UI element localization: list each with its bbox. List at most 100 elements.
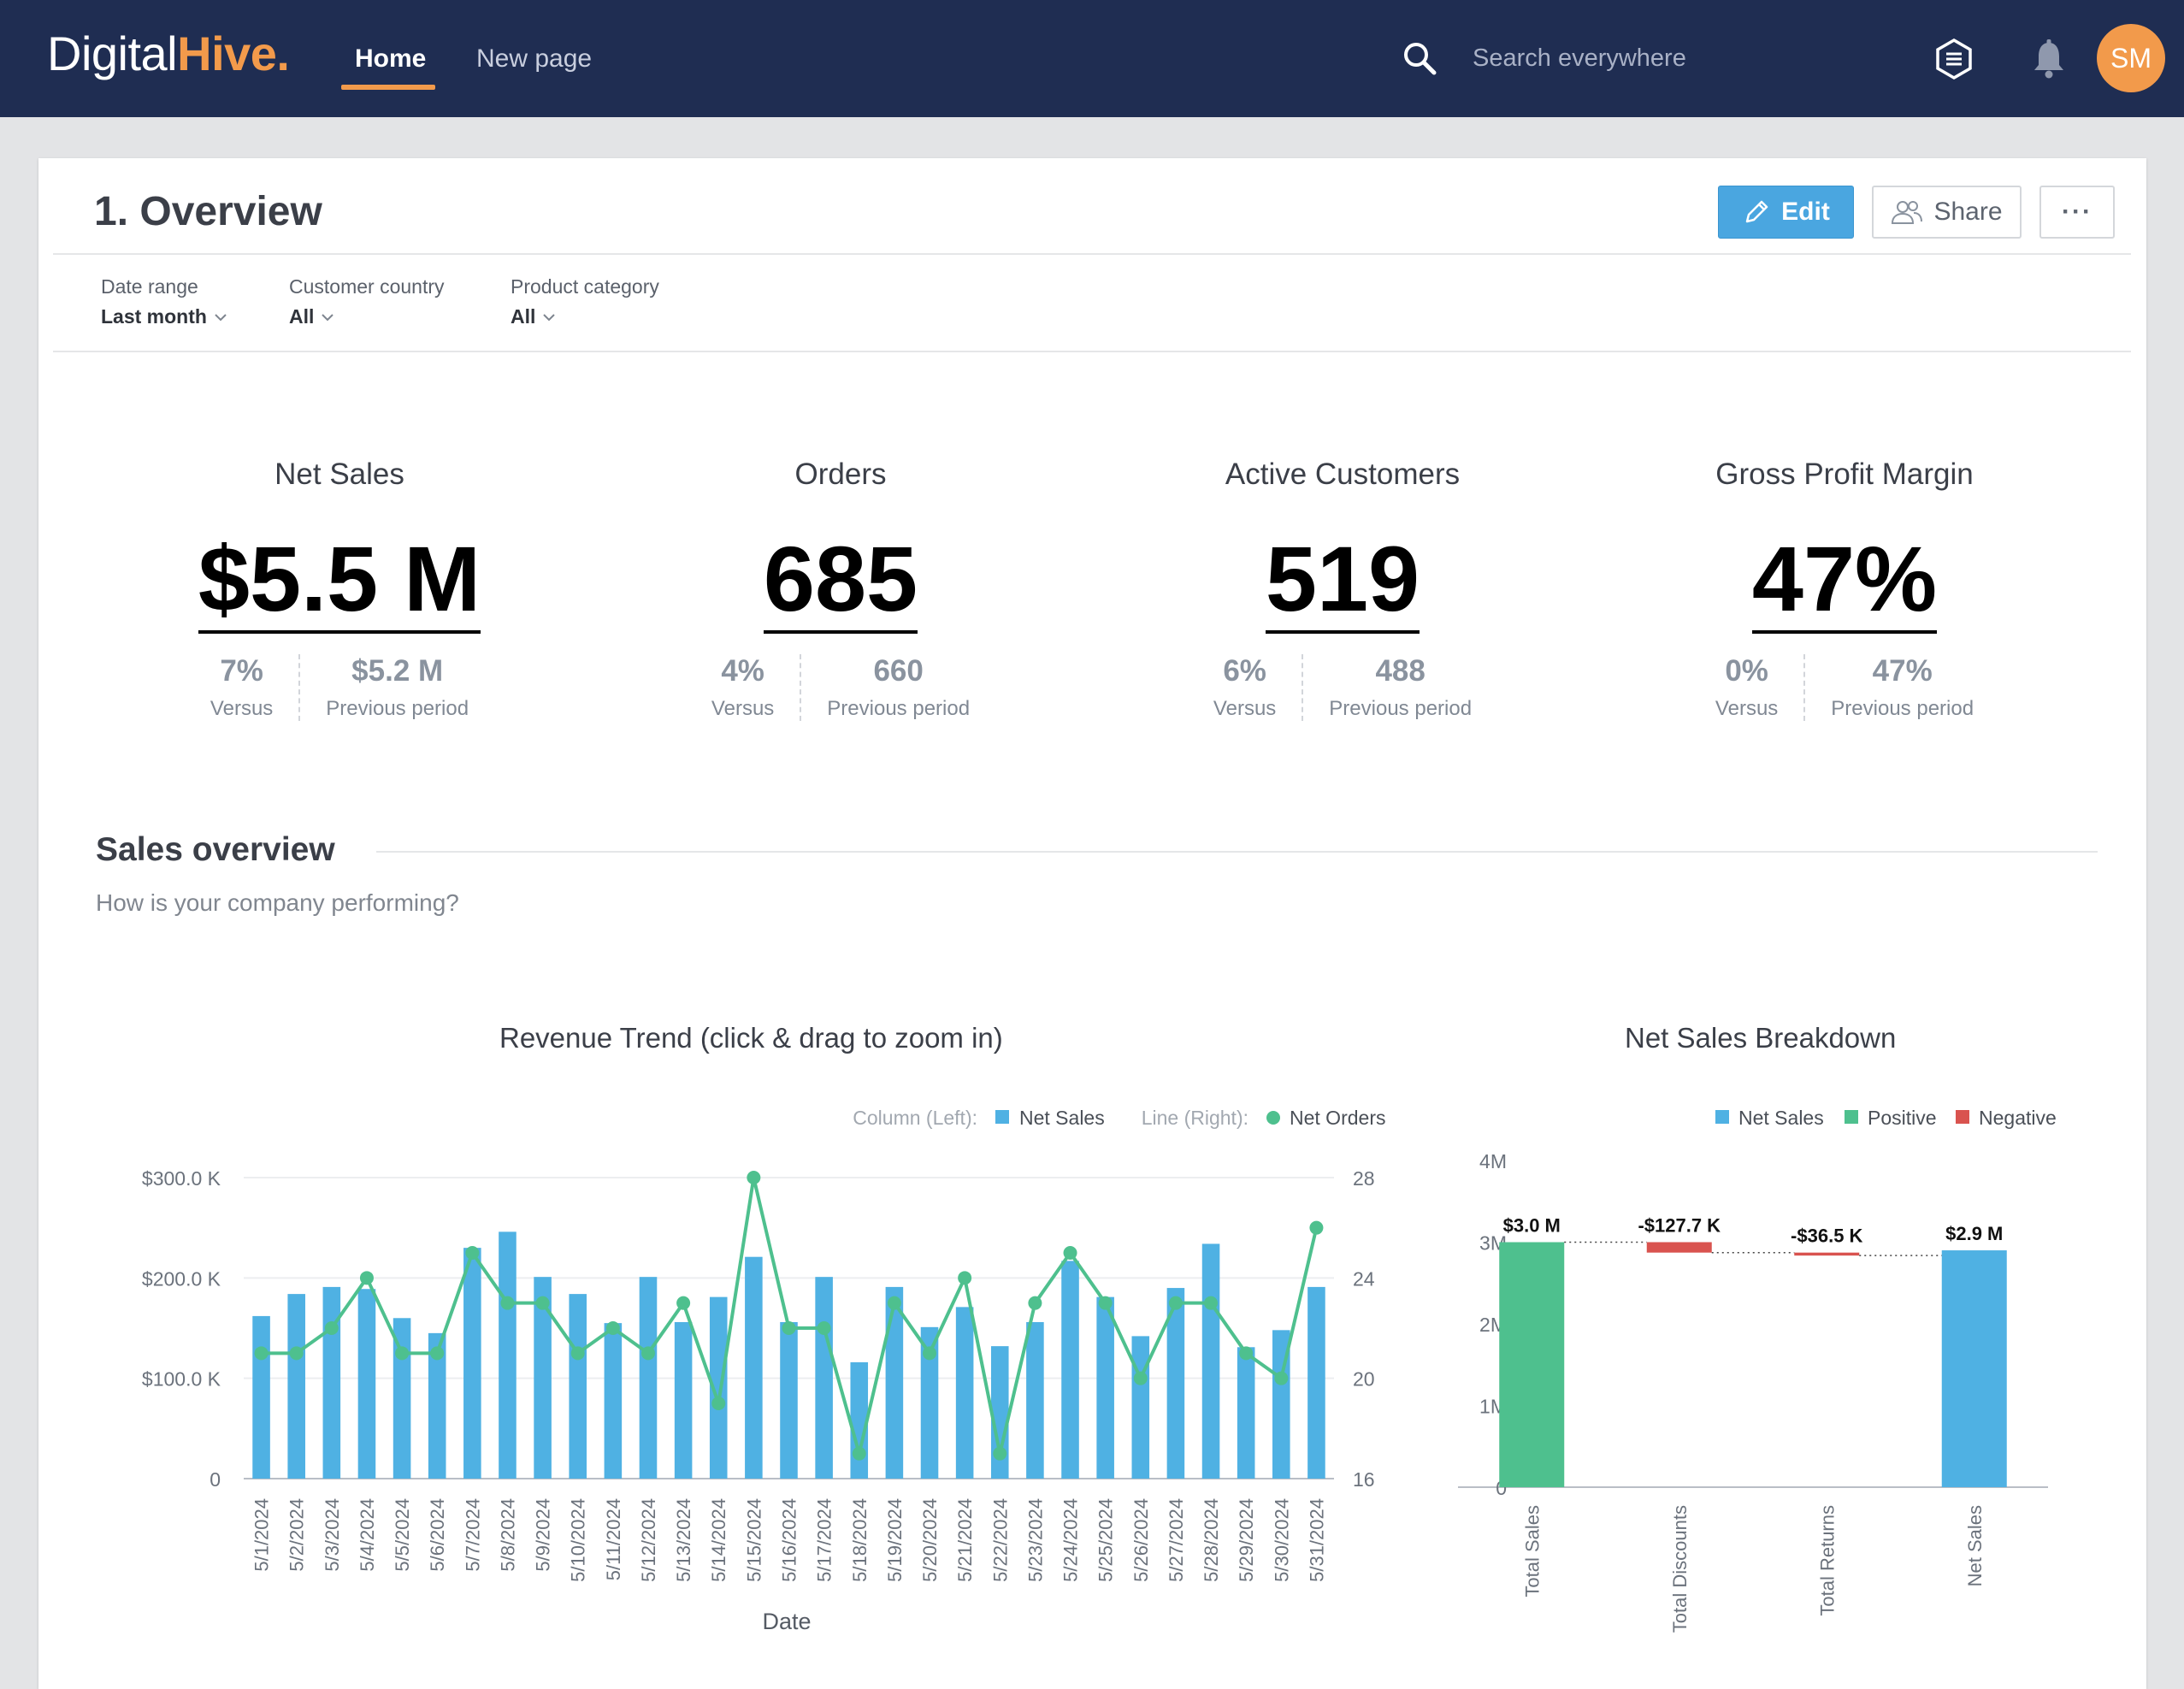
section-title: Sales overview	[96, 831, 335, 868]
kpi-orders[interactable]: Orders 685 4% Versus 660 Previous period	[601, 458, 1080, 721]
bar-net-sales[interactable]	[990, 1346, 1009, 1479]
point-net-orders[interactable]	[1028, 1296, 1042, 1310]
y-right-tick-label: 20	[1353, 1368, 1375, 1391]
search-input[interactable]	[1471, 36, 1833, 80]
x-tick-label: 5/17/2024	[814, 1498, 835, 1582]
point-net-orders[interactable]	[887, 1296, 901, 1310]
data-label: $2.9 M	[1945, 1223, 2003, 1244]
user-avatar[interactable]: SM	[2097, 24, 2165, 92]
filter-product-category[interactable]: Product category All	[511, 275, 659, 328]
point-net-orders[interactable]	[1274, 1371, 1289, 1385]
point-net-orders[interactable]	[1063, 1246, 1077, 1260]
kpi-value[interactable]: 47%	[1751, 533, 1938, 634]
point-net-orders[interactable]	[817, 1321, 831, 1335]
point-net-orders[interactable]	[1133, 1371, 1148, 1385]
point-net-orders[interactable]	[465, 1246, 480, 1260]
point-net-orders[interactable]	[747, 1171, 761, 1184]
point-net-orders[interactable]	[605, 1321, 620, 1335]
kpi-value[interactable]: 685	[763, 533, 918, 634]
waterfall-bar[interactable]	[1646, 1242, 1712, 1253]
point-net-orders[interactable]	[782, 1321, 796, 1335]
y-left-tick-label: $200.0 K	[142, 1267, 221, 1290]
bar-net-sales[interactable]	[709, 1296, 728, 1479]
bar-net-sales[interactable]	[499, 1231, 516, 1479]
bar-net-sales[interactable]	[1026, 1321, 1044, 1479]
point-net-orders[interactable]	[711, 1397, 726, 1410]
x-tick-label: 5/23/2024	[1024, 1498, 1046, 1582]
x-tick-label: 5/15/2024	[743, 1498, 764, 1582]
point-net-orders[interactable]	[535, 1296, 550, 1310]
bar-net-sales[interactable]	[639, 1277, 658, 1479]
point-net-orders[interactable]	[1098, 1296, 1113, 1310]
tab-new-page[interactable]: New page	[476, 44, 593, 73]
bar-net-sales[interactable]	[955, 1307, 974, 1479]
kpi-value[interactable]: $5.5 M	[198, 533, 481, 634]
notification-bell-icon[interactable]	[2031, 38, 2067, 80]
edit-button[interactable]: Edit	[1718, 186, 1854, 239]
point-net-orders[interactable]	[993, 1446, 1007, 1461]
bar-net-sales[interactable]	[1131, 1336, 1150, 1479]
bar-net-sales[interactable]	[1166, 1288, 1185, 1479]
digitalhive-logo[interactable]: DigitalHive.	[47, 27, 290, 80]
point-net-orders[interactable]	[254, 1346, 269, 1361]
bar-net-sales[interactable]	[920, 1326, 939, 1479]
chevron-down-icon	[215, 313, 227, 321]
point-net-orders[interactable]	[289, 1346, 304, 1361]
bar-net-sales[interactable]	[604, 1323, 623, 1479]
bar-net-sales[interactable]	[1096, 1296, 1114, 1479]
point-net-orders[interactable]	[640, 1346, 655, 1361]
bar-net-sales[interactable]	[745, 1256, 763, 1479]
bar-net-sales[interactable]	[357, 1289, 376, 1479]
point-net-orders[interactable]	[324, 1321, 339, 1335]
waterfall-bar[interactable]	[1499, 1242, 1565, 1488]
point-net-orders[interactable]	[570, 1346, 585, 1361]
kpi-net-sales[interactable]: Net Sales $5.5 M 7% Versus $5.2 M Previous…	[100, 458, 579, 721]
bar-net-sales[interactable]	[1237, 1347, 1255, 1479]
bar-net-sales[interactable]	[1201, 1243, 1220, 1479]
kpi-previous-label: Previous period	[1831, 697, 1974, 720]
point-net-orders[interactable]	[1204, 1296, 1219, 1310]
point-net-orders[interactable]	[958, 1271, 972, 1285]
bar-net-sales[interactable]	[287, 1294, 305, 1479]
kpi-active-customers[interactable]: Active Customers 519 6% Versus 488 Previou…	[1103, 458, 1582, 721]
filter-date-range[interactable]: Date range Last month	[101, 275, 227, 328]
bar-net-sales[interactable]	[1061, 1261, 1079, 1479]
kpi-versus-value: 6%	[1223, 654, 1266, 688]
bar-net-sales[interactable]	[674, 1321, 693, 1479]
bar-net-sales[interactable]	[534, 1277, 552, 1479]
point-net-orders[interactable]	[395, 1346, 410, 1361]
more-options-button[interactable]: ···	[2039, 186, 2115, 239]
bar-net-sales[interactable]	[1307, 1286, 1325, 1479]
bar-net-sales[interactable]	[885, 1286, 904, 1479]
point-net-orders[interactable]	[923, 1346, 937, 1361]
point-net-orders[interactable]	[676, 1296, 691, 1310]
tab-home[interactable]: Home	[355, 44, 427, 73]
bar-net-sales[interactable]	[463, 1248, 481, 1479]
waterfall-bar[interactable]	[1941, 1250, 2007, 1487]
net-sales-breakdown-title: Net Sales Breakdown	[1625, 1022, 1897, 1054]
search-icon[interactable]	[1401, 39, 1438, 77]
point-net-orders[interactable]	[430, 1346, 445, 1361]
kpi-value[interactable]: 519	[1265, 533, 1420, 634]
kpi-gross-profit-margin[interactable]: Gross Profit Margin 47% 0% Versus 47% Prev…	[1605, 458, 2084, 721]
x-tick-label: 5/3/2024	[322, 1498, 343, 1572]
point-net-orders[interactable]	[1309, 1220, 1324, 1235]
bar-net-sales[interactable]	[428, 1332, 446, 1479]
point-net-orders[interactable]	[1168, 1296, 1183, 1310]
bar-net-sales[interactable]	[252, 1315, 270, 1479]
x-tick-label: 5/11/2024	[603, 1498, 624, 1580]
share-button[interactable]: Share	[1872, 186, 2022, 239]
bar-net-sales[interactable]	[815, 1277, 833, 1479]
bar-net-sales[interactable]	[780, 1321, 798, 1479]
point-net-orders[interactable]	[500, 1296, 515, 1310]
bar-net-sales[interactable]	[569, 1294, 587, 1479]
waterfall-bar[interactable]	[1794, 1252, 1860, 1256]
point-net-orders[interactable]	[1239, 1346, 1254, 1361]
point-net-orders[interactable]	[852, 1446, 866, 1461]
bar-net-sales[interactable]	[322, 1286, 341, 1479]
hexagon-menu-icon[interactable]	[1933, 38, 1975, 80]
point-net-orders[interactable]	[359, 1271, 374, 1285]
filter-customer-country[interactable]: Customer country All	[289, 275, 445, 328]
bar-net-sales[interactable]	[1272, 1330, 1290, 1479]
